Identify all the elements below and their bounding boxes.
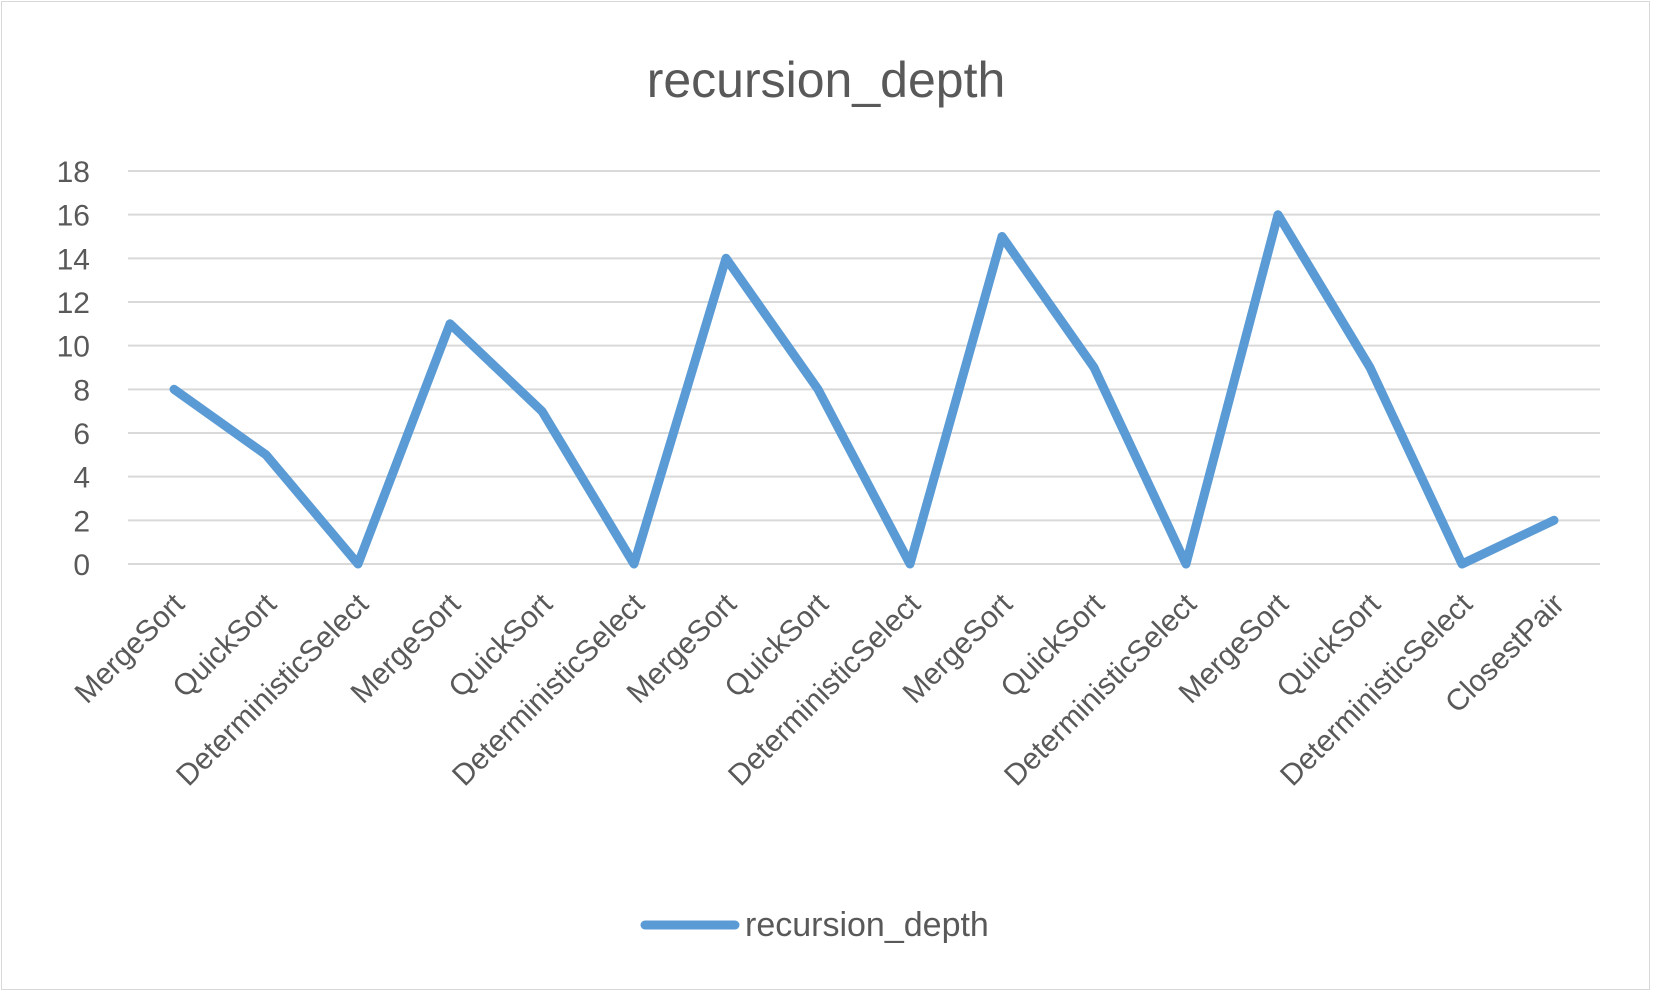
x-axis-categories: MergeSortQuickSortDeterministicSelectMer… bbox=[69, 587, 1571, 792]
gridlines bbox=[128, 170, 1600, 565]
y-tick-label: 12 bbox=[57, 287, 90, 320]
y-tick-label: 8 bbox=[73, 374, 90, 407]
y-tick-label: 16 bbox=[57, 200, 90, 233]
y-tick-label: 10 bbox=[57, 331, 90, 364]
series-line-0 bbox=[169, 210, 1559, 569]
x-tick-label: MergeSort bbox=[69, 587, 192, 710]
legend-label: recursion_depth bbox=[745, 906, 989, 944]
legend: recursion_depth bbox=[640, 906, 989, 944]
y-tick-label: 18 bbox=[57, 156, 90, 189]
y-tick-label: 0 bbox=[73, 549, 90, 582]
series-lines bbox=[169, 210, 1559, 569]
y-tick-label: 2 bbox=[73, 505, 90, 538]
y-axis-ticks: 0 2 4 6 8 10 12 14 16 18 bbox=[57, 156, 90, 582]
y-tick-label: 14 bbox=[57, 243, 90, 276]
y-tick-label: 4 bbox=[73, 462, 90, 495]
chart-title: recursion_depth bbox=[647, 52, 1006, 108]
y-tick-label: 6 bbox=[73, 418, 90, 451]
